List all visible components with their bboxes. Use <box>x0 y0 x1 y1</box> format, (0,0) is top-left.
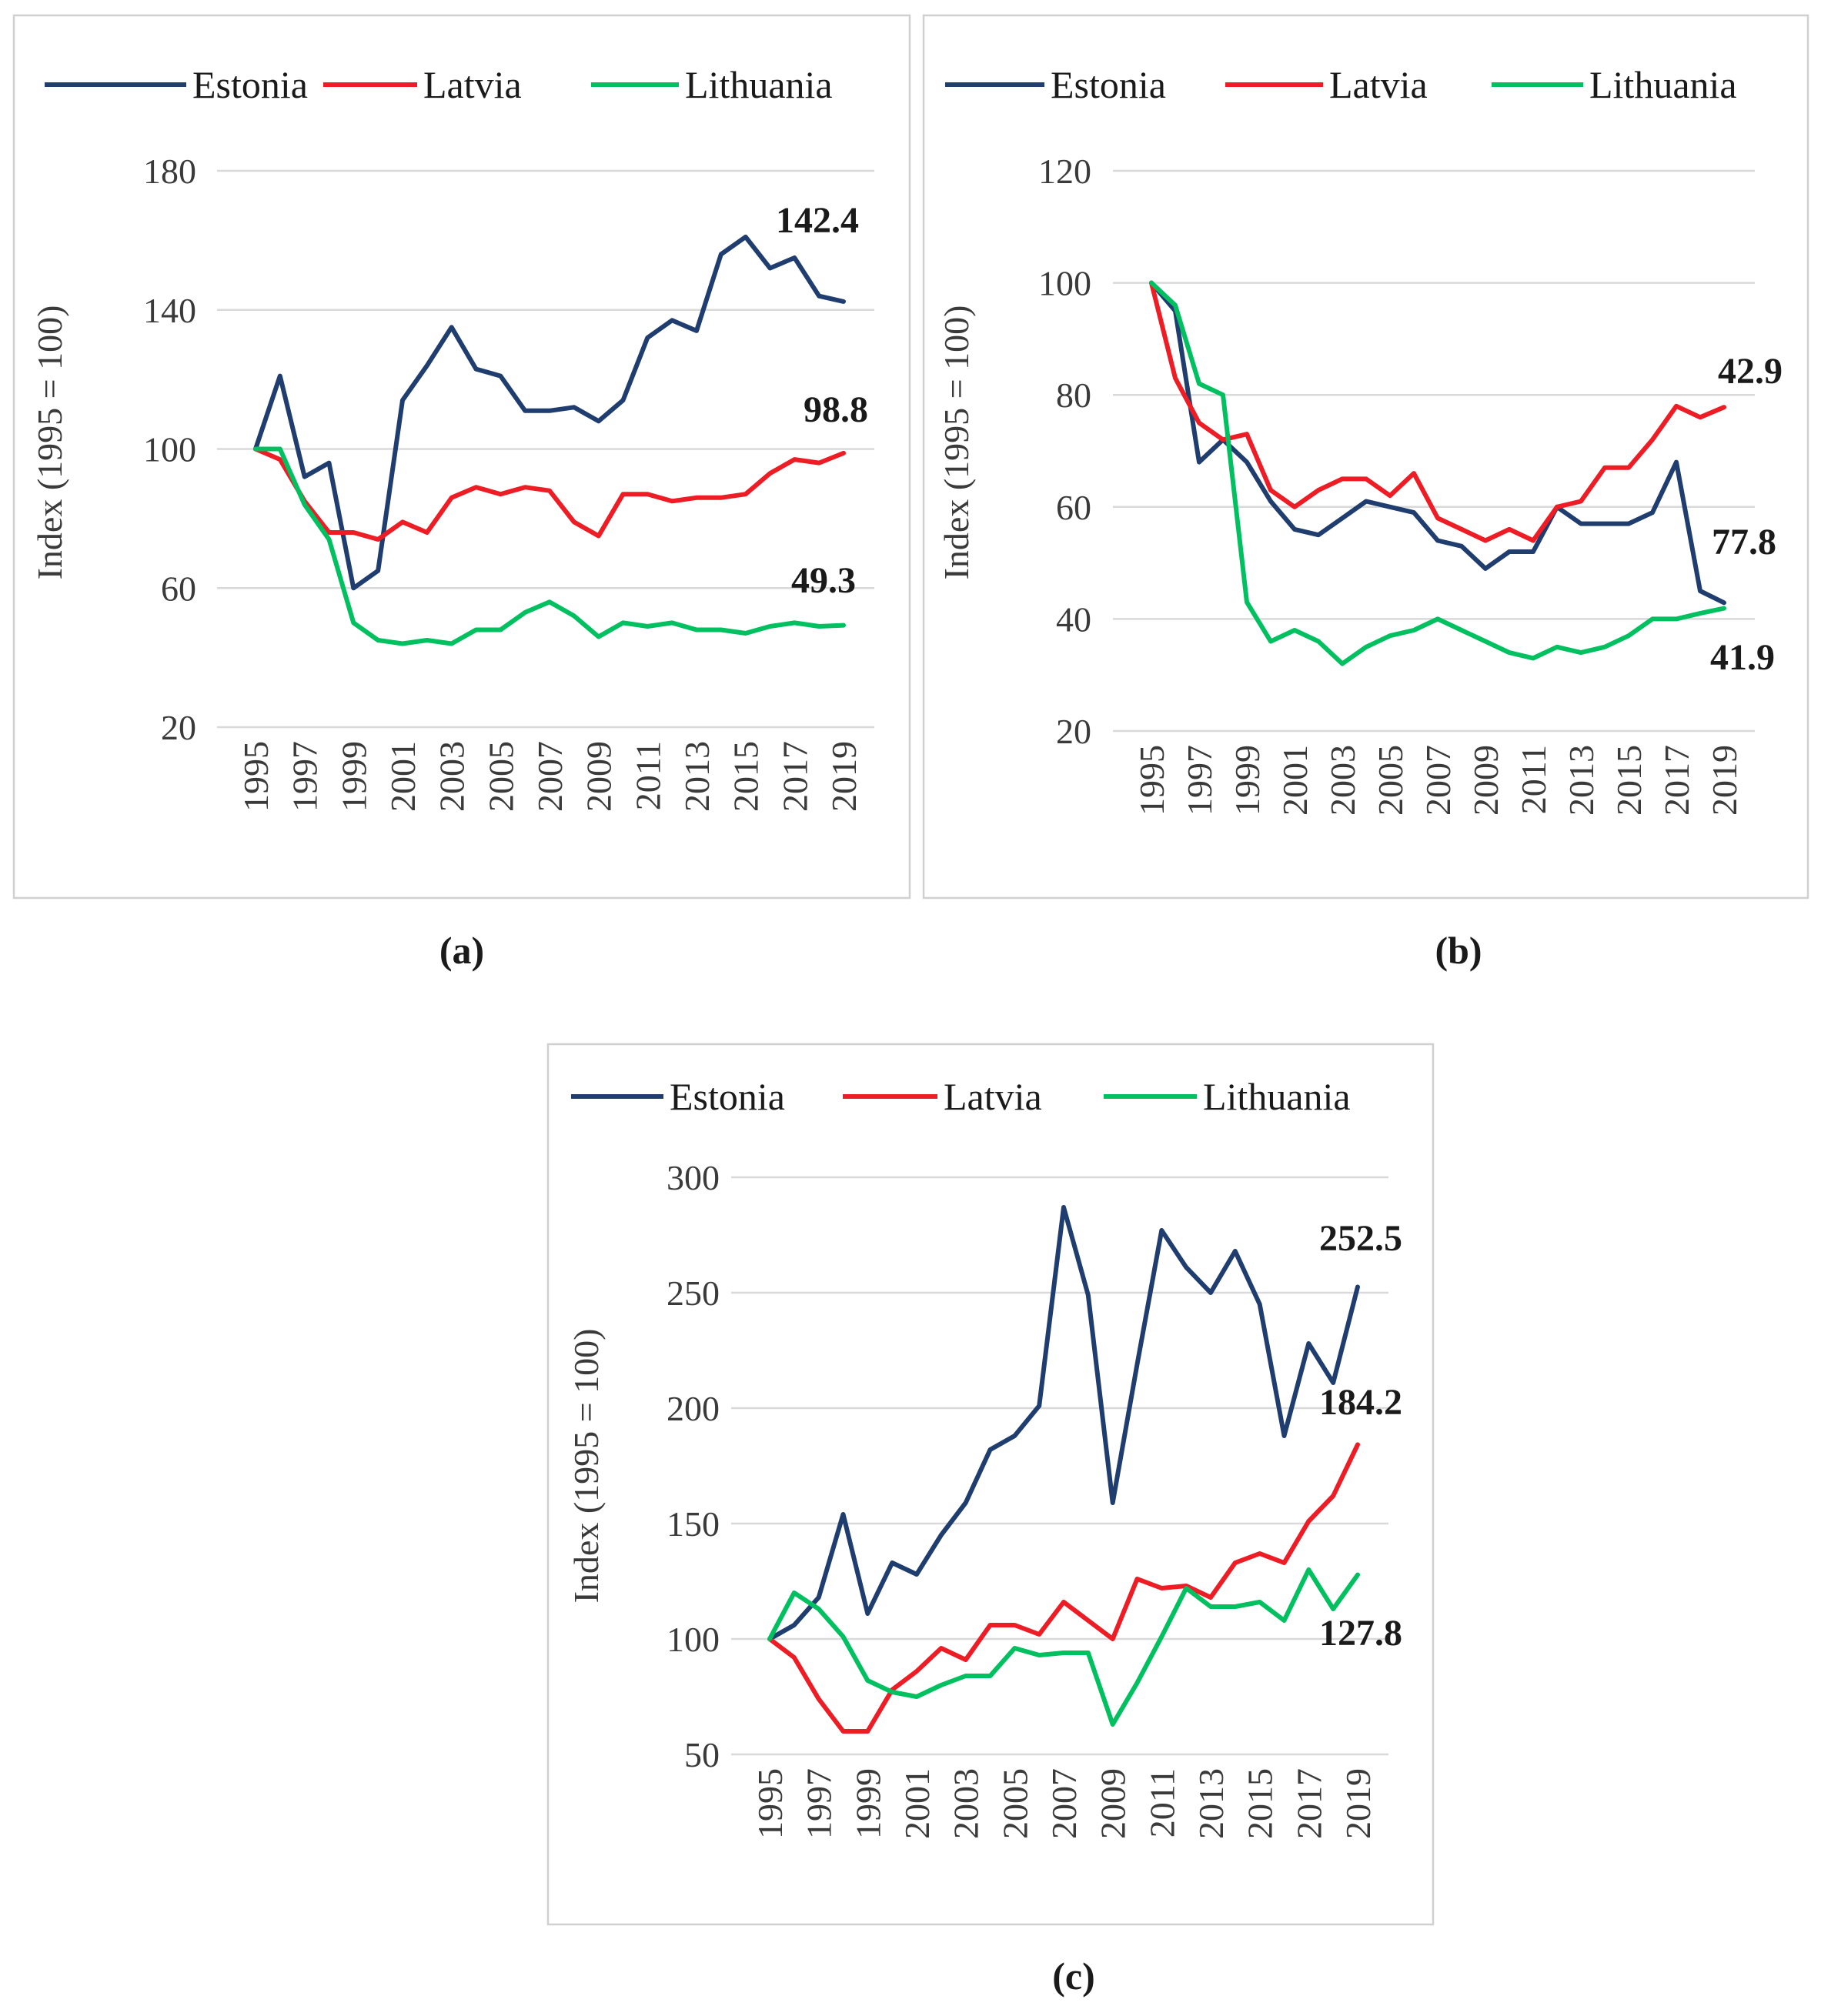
legend-label-lithuania: Lithuania <box>685 63 833 106</box>
legend-label-latvia: Latvia <box>423 63 522 106</box>
legend-label-latvia: Latvia <box>944 1075 1042 1118</box>
x-tick-label: 1995 <box>750 1768 790 1839</box>
series-line-latvia <box>253 446 846 542</box>
x-tick-label: 1999 <box>334 741 373 812</box>
series-line-estonia <box>1149 280 1726 606</box>
y-tick-label: 50 <box>684 1735 720 1774</box>
x-tick-label: 2007 <box>1044 1768 1084 1839</box>
y-tick-label: 20 <box>161 708 196 747</box>
y-tick-label: 250 <box>667 1273 720 1313</box>
series-line-latvia <box>1149 280 1726 543</box>
x-tick-label: 1997 <box>800 1768 839 1839</box>
x-tick-label: 2017 <box>1657 745 1696 816</box>
chart-frame <box>546 1043 1435 1926</box>
legend-label-estonia: Estonia <box>192 63 308 106</box>
x-tick-label: 2005 <box>481 741 520 812</box>
end-value-label-latvia: 98.8 <box>804 389 868 430</box>
end-value-label-latvia: 77.8 <box>1712 522 1776 562</box>
y-tick-label: 200 <box>667 1389 720 1428</box>
panel-caption: (a) <box>439 929 484 972</box>
x-tick-label: 1997 <box>286 741 325 812</box>
chart-panel-c: Estonia Latvia Lithuania 50 100 150 200 250 300 I… <box>546 1043 1435 1998</box>
x-tick-label: 2007 <box>1418 745 1458 816</box>
y-tick-label: 300 <box>667 1158 720 1197</box>
y-tick-label: 150 <box>667 1504 720 1544</box>
chart-panel-b: Estonia Latvia Lithuania 20 40 60 80 100 120 Inde… <box>922 14 1809 972</box>
chart-frame <box>922 14 1809 900</box>
series-line-estonia <box>253 234 846 591</box>
x-tick-label: 2013 <box>677 741 717 812</box>
y-tick-label: 180 <box>143 152 196 191</box>
x-tick-label: 2011 <box>628 741 667 810</box>
x-tick-label: 2019 <box>1338 1768 1378 1839</box>
legend-label-estonia: Estonia <box>670 1075 785 1118</box>
end-value-label-estonia: 142.4 <box>776 200 859 241</box>
x-tick-label: 2015 <box>727 741 766 812</box>
x-tick-label: 2001 <box>383 741 423 812</box>
x-tick-label: 1999 <box>1228 745 1267 816</box>
x-tick-label: 2005 <box>995 1768 1034 1839</box>
x-tick-label: 2001 <box>897 1768 937 1839</box>
end-value-label-estonia: 42.9 <box>1718 351 1783 392</box>
series-line-lithuania <box>767 1567 1360 1727</box>
y-tick-label: 20 <box>1056 712 1091 751</box>
panel-caption: (c) <box>1052 1954 1095 1998</box>
x-tick-label: 2013 <box>1191 1768 1231 1839</box>
chart-frame <box>12 14 911 900</box>
end-value-label-lithuania: 49.3 <box>791 560 856 601</box>
x-tick-label: 2003 <box>433 741 472 812</box>
x-tick-label: 1995 <box>236 741 276 812</box>
legend-label-lithuania: Lithuania <box>1589 63 1737 106</box>
y-axis-label: Index (1995 = 100) <box>30 305 69 580</box>
y-tick-label: 60 <box>1056 488 1091 527</box>
x-tick-label: 2011 <box>1514 745 1553 814</box>
x-tick-label: 2019 <box>1705 745 1744 816</box>
series-line-lithuania <box>253 446 846 646</box>
y-tick-label: 80 <box>1056 375 1091 415</box>
x-tick-label: 2007 <box>530 741 570 812</box>
end-value-label-lithuania: 41.9 <box>1710 637 1775 678</box>
x-tick-label: 1997 <box>1180 745 1219 816</box>
y-tick-label: 40 <box>1056 599 1091 639</box>
x-tick-label: 2009 <box>1094 1768 1133 1839</box>
series-line-lithuania <box>1149 280 1726 666</box>
y-tick-label: 100 <box>143 430 196 469</box>
series-line-latvia <box>767 1442 1360 1734</box>
x-tick-label: 2003 <box>1323 745 1362 816</box>
x-tick-label: 1999 <box>848 1768 887 1839</box>
y-tick-label: 100 <box>1038 264 1091 303</box>
x-tick-label: 2005 <box>1371 745 1410 816</box>
y-axis-label: Index (1995 = 100) <box>937 305 976 580</box>
x-tick-label: 2013 <box>1562 745 1601 816</box>
chart-panel-a: Estonia Latvia Lithuania 20 60 100 140 180 Index… <box>12 14 911 972</box>
panel-caption: (b) <box>1435 929 1482 972</box>
x-tick-label: 2009 <box>580 741 619 812</box>
legend-label-latvia: Latvia <box>1329 63 1428 106</box>
end-value-label-lithuania: 127.8 <box>1319 1613 1402 1654</box>
y-tick-label: 100 <box>667 1620 720 1659</box>
x-tick-label: 1995 <box>1132 745 1171 816</box>
x-tick-label: 2017 <box>775 741 814 812</box>
x-tick-label: 2001 <box>1275 745 1315 816</box>
x-tick-label: 2011 <box>1142 1768 1181 1837</box>
x-tick-label: 2015 <box>1241 1768 1280 1839</box>
series-line-estonia <box>767 1205 1360 1641</box>
y-tick-label: 120 <box>1038 152 1091 191</box>
y-axis-label: Index (1995 = 100) <box>566 1329 606 1604</box>
y-tick-label: 60 <box>161 569 196 608</box>
x-tick-label: 2009 <box>1466 745 1505 816</box>
x-tick-label: 2017 <box>1289 1768 1328 1839</box>
x-tick-label: 2019 <box>824 741 864 812</box>
legend-label-lithuania: Lithuania <box>1203 1075 1351 1118</box>
end-value-label-latvia: 184.2 <box>1319 1382 1402 1423</box>
end-value-label-estonia: 252.5 <box>1319 1218 1402 1259</box>
x-tick-label: 2003 <box>947 1768 986 1839</box>
y-tick-label: 140 <box>143 291 196 330</box>
legend-label-estonia: Estonia <box>1051 63 1166 106</box>
x-tick-label: 2015 <box>1609 745 1649 816</box>
